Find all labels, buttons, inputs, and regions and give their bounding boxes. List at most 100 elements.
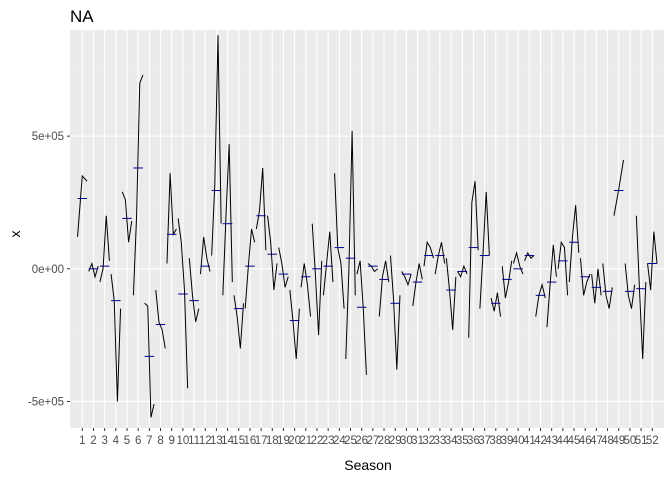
season-line-23: [322, 231, 334, 296]
season-line-47: [591, 268, 602, 304]
x-tick-label: 4: [113, 435, 120, 447]
x-tick-label: 40: [512, 435, 525, 447]
y-tick-label: 5e+05: [32, 131, 64, 143]
season-line-2: [88, 261, 99, 279]
season-line-18: [267, 215, 278, 291]
x-tick-label: 37: [478, 435, 491, 447]
season-line-15: [233, 295, 245, 349]
season-line-51: [635, 215, 647, 360]
season-line-25: [345, 130, 356, 360]
x-tick-label: 46: [579, 435, 592, 447]
x-tick-label: 30: [400, 435, 413, 447]
season-line-31: [412, 263, 423, 307]
season-line-24: [334, 173, 345, 309]
x-axis-label: Season: [344, 457, 391, 473]
season-line-32: [423, 240, 434, 267]
season-line-13: [211, 35, 222, 256]
season-line-3: [99, 215, 110, 283]
x-tick-label: 19: [277, 435, 290, 447]
season-line-14: [222, 144, 233, 296]
x-tick-label: 25: [344, 435, 357, 447]
y-tick-label: 0e+00: [32, 264, 64, 276]
x-tick-label: 34: [445, 435, 458, 447]
season-line-1: [77, 174, 88, 237]
x-tick-label: 27: [366, 435, 379, 447]
x-tick-label: 35: [456, 435, 469, 447]
x-tick-label: 8: [157, 435, 163, 447]
season-line-33: [434, 242, 446, 275]
season-line-10: [177, 218, 189, 389]
x-tick-label: 51: [635, 435, 648, 447]
x-tick-label: 18: [266, 435, 279, 447]
season-line-45: [568, 205, 580, 283]
season-line-36: [468, 181, 479, 338]
season-line-16: [244, 228, 256, 309]
x-tick-label: 50: [624, 435, 637, 447]
season-line-34: [445, 258, 457, 330]
x-tick-label: 45: [568, 435, 581, 447]
y-axis: -5e+05 0e+00 5e+05: [28, 131, 70, 408]
season-line-5: [121, 191, 133, 243]
season-line-21: [300, 263, 312, 317]
chart-title: NA: [70, 7, 94, 26]
x-tick-label: 39: [501, 435, 514, 447]
season-line-28: [378, 260, 390, 317]
x-tick-label: 3: [101, 435, 107, 447]
season-line-42: [535, 282, 546, 317]
season-line-48: [602, 263, 613, 309]
x-tick-label: 44: [556, 435, 569, 447]
x-tick-label: 5: [124, 435, 130, 447]
x-tick-label: 24: [333, 435, 346, 447]
x-tick-label: 49: [612, 435, 625, 447]
x-tick-label: 6: [135, 435, 141, 447]
x-tick-label: 15: [232, 435, 245, 447]
y-tick-label: -5e+05: [28, 396, 64, 408]
x-tick-label: 21: [299, 435, 312, 447]
x-tick-label: 38: [489, 435, 502, 447]
x-tick-label: 9: [168, 435, 174, 447]
season-line-4: [110, 274, 122, 402]
x-tick-label: 31: [411, 435, 424, 447]
x-tick-label: 26: [355, 435, 368, 447]
season-line-8: [155, 289, 166, 349]
x-tick-label: 29: [389, 435, 402, 447]
y-axis-label: x: [7, 231, 23, 238]
season-line-11: [188, 258, 200, 322]
season-line-27: [367, 263, 378, 273]
season-line-50: [624, 263, 636, 309]
season-mean-layer: [77, 167, 658, 357]
x-tick-label: 2: [90, 435, 96, 447]
season-line-44: [557, 240, 569, 296]
season-line-20: [289, 289, 300, 360]
x-tick-label: 33: [434, 435, 447, 447]
season-line-49: [613, 159, 624, 216]
x-tick-label: 12: [199, 435, 212, 447]
x-tick-label: 10: [176, 435, 189, 447]
major-gridlines: [70, 30, 664, 428]
x-tick-label: 17: [255, 435, 268, 447]
x-tick-label: 22: [311, 435, 324, 447]
season-line-29: [389, 255, 401, 370]
season-line-12: [199, 236, 211, 275]
x-tick-label: 11: [188, 435, 200, 447]
season-line-38: [490, 292, 502, 317]
season-line-37: [479, 191, 490, 309]
x-tick-label: 43: [545, 435, 558, 447]
x-tick-label: 7: [146, 435, 152, 447]
season-line-39: [501, 260, 513, 299]
season-line-17: [255, 167, 267, 251]
x-tick-label: 42: [534, 435, 547, 447]
x-tick-label: 23: [322, 435, 335, 447]
x-tick-label: 47: [590, 435, 603, 447]
plot-panel: [70, 30, 664, 428]
x-tick-label: 1: [79, 435, 85, 447]
season-line-7: [144, 302, 155, 418]
season-line-26: [356, 260, 367, 375]
x-tick-label: 28: [378, 435, 391, 447]
x-tick-label: 20: [288, 435, 301, 447]
x-tick-label: 32: [422, 435, 435, 447]
x-tick-label: 48: [601, 435, 614, 447]
season-line-40: [512, 250, 524, 275]
season-line-6: [132, 74, 144, 296]
